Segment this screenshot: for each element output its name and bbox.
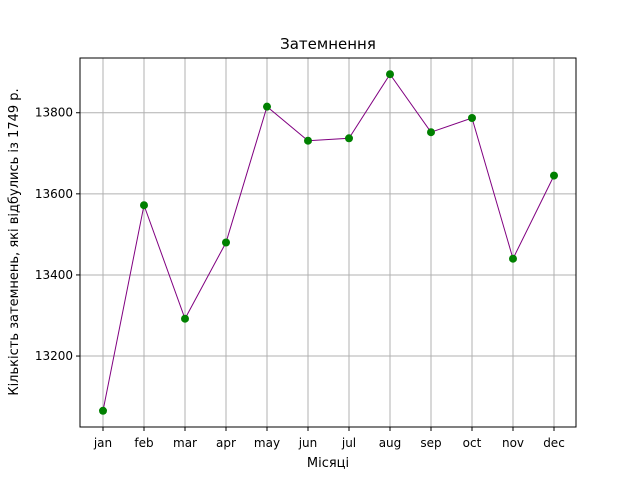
x-axis-label: Місяці [307, 456, 349, 471]
data-point [181, 314, 189, 323]
x-tick-label: mar [173, 436, 197, 450]
data-point [140, 201, 148, 210]
x-tick-label: aug [379, 436, 402, 450]
data-point [345, 134, 353, 143]
x-tick-label: oct [463, 436, 482, 450]
y-tick-label: 13400 [35, 268, 73, 282]
y-tick-label: 13200 [35, 349, 73, 363]
plot-frame [79, 57, 577, 428]
y-axis-ticks: 13200 13400 13600 13800 [35, 106, 80, 363]
data-point [304, 136, 312, 145]
data-point [263, 102, 271, 111]
series-line [102, 73, 555, 411]
data-point [222, 238, 230, 247]
data-point [468, 114, 476, 123]
data-point [550, 171, 558, 180]
chart-title: Затемнення [280, 35, 376, 53]
x-tick-label: nov [502, 436, 524, 450]
x-tick-label: sep [420, 436, 441, 450]
y-tick-label: 13600 [35, 187, 73, 201]
y-tick-label: 13800 [35, 106, 73, 120]
data-point [386, 70, 394, 79]
data-point [427, 128, 435, 137]
x-tick-label: feb [134, 436, 153, 450]
y-axis-label: Кількість затемнень, які відбулись із 17… [7, 88, 22, 395]
grid [80, 58, 576, 427]
x-tick-label: jul [341, 436, 356, 450]
data-point [509, 254, 517, 263]
data-series [99, 70, 558, 415]
x-tick-label: jan [93, 436, 112, 450]
x-tick-label: jun [298, 436, 318, 450]
x-tick-label: may [254, 436, 280, 450]
x-tick-label: dec [543, 436, 565, 450]
x-axis-ticks: jan feb mar apr may jun jul aug sep oct nov dec [93, 427, 565, 450]
data-point [99, 406, 107, 415]
x-tick-label: apr [216, 436, 236, 450]
